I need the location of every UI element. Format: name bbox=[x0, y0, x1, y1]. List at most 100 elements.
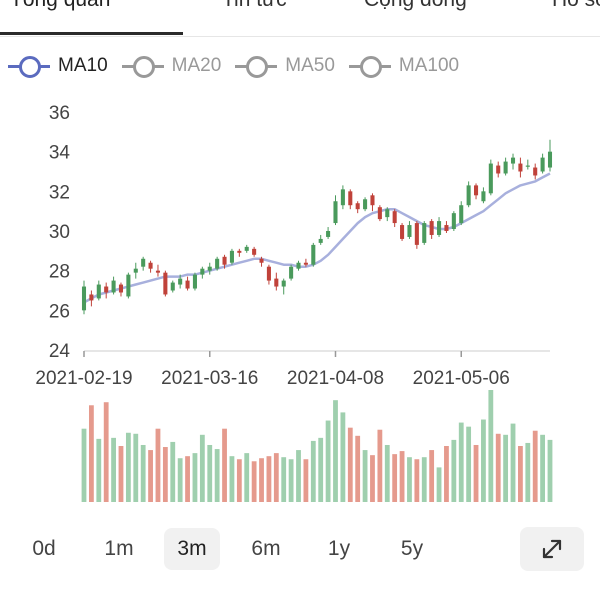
candle-body bbox=[340, 189, 345, 206]
range-3m-button[interactable]: 3m bbox=[164, 528, 220, 570]
volume-bar bbox=[229, 456, 235, 502]
volume-bar bbox=[140, 444, 146, 502]
candle-body bbox=[503, 161, 508, 174]
volume-bar bbox=[399, 451, 405, 502]
candle-body bbox=[459, 205, 464, 224]
range-0d-button[interactable]: 0d bbox=[32, 537, 56, 560]
volume-bar bbox=[236, 459, 242, 502]
expand-chart-button[interactable] bbox=[520, 527, 584, 571]
x-tick-label: 2021-05-06 bbox=[413, 368, 510, 389]
candle-body bbox=[518, 163, 523, 172]
range-1m-button[interactable]: 1m bbox=[104, 537, 134, 560]
volume-bar bbox=[318, 437, 324, 502]
volume-bar bbox=[355, 435, 361, 502]
candle-body bbox=[533, 167, 538, 176]
y-tick-label: 28 bbox=[49, 262, 70, 283]
volume-bar bbox=[118, 446, 124, 502]
candle-body bbox=[118, 284, 124, 293]
range-5y-button[interactable]: 5y bbox=[400, 537, 424, 560]
volume-bar bbox=[503, 434, 509, 502]
candle-body bbox=[496, 165, 501, 174]
candle-body bbox=[281, 280, 286, 287]
candle-body bbox=[133, 268, 138, 273]
candle-body bbox=[237, 250, 242, 253]
ma-legend: MA10 MA20 MA50 MA100 bbox=[8, 52, 473, 80]
candle-body bbox=[192, 274, 197, 289]
volume-bar bbox=[518, 446, 523, 502]
tab-profile[interactable]: Hồ sơ bbox=[552, 0, 600, 12]
candle-body bbox=[148, 262, 153, 269]
legend-ma20-label: MA20 bbox=[171, 55, 222, 76]
price-volume-chart[interactable]: 24 26 28 30 32 34 36 2021-02-19 2021-03-16 2021-0… bbox=[0, 92, 600, 512]
candle-body bbox=[141, 258, 146, 267]
candle-body bbox=[355, 203, 360, 210]
candle-body bbox=[81, 286, 87, 311]
volume-bar bbox=[362, 450, 368, 502]
range-1y-button[interactable]: 1y bbox=[327, 537, 351, 560]
time-range-selector: 0d 1m 3m 6m 1y 5y bbox=[0, 528, 600, 572]
candle-body bbox=[444, 225, 449, 231]
legend-ma100-label: MA100 bbox=[398, 55, 460, 76]
candle-body bbox=[407, 225, 412, 237]
volume-bar bbox=[155, 428, 161, 502]
candle-body bbox=[422, 223, 427, 243]
volume-bar bbox=[288, 459, 294, 502]
volume-bar bbox=[340, 412, 346, 502]
candle-body bbox=[215, 258, 220, 269]
volume-bar bbox=[540, 434, 546, 502]
candle-body bbox=[437, 221, 442, 235]
candle-body bbox=[385, 209, 390, 218]
volume-bar bbox=[421, 457, 427, 502]
tab-news[interactable]: Tin tức bbox=[222, 0, 287, 12]
candle-body bbox=[333, 201, 338, 224]
volume-bar bbox=[214, 449, 220, 502]
legend-ma20[interactable]: MA20 bbox=[121, 54, 222, 78]
candle-body bbox=[400, 225, 405, 239]
volume-bar bbox=[510, 423, 516, 502]
volume-bar bbox=[207, 444, 213, 502]
volume-bar bbox=[370, 455, 375, 502]
candle-body bbox=[392, 211, 397, 224]
candle-body bbox=[363, 199, 368, 210]
legend-ma100[interactable]: MA100 bbox=[348, 54, 460, 78]
volume-plot bbox=[81, 390, 553, 502]
candle-body bbox=[96, 284, 101, 299]
candle-body bbox=[222, 256, 227, 265]
legend-ma10-marker-icon bbox=[8, 54, 50, 78]
candle-body bbox=[200, 268, 205, 275]
volume-bar bbox=[111, 437, 116, 502]
candle-body bbox=[229, 250, 234, 263]
volume-bar bbox=[192, 453, 198, 502]
y-tick-label: 24 bbox=[49, 341, 71, 362]
candle-body bbox=[170, 282, 175, 291]
volume-bar bbox=[414, 459, 420, 502]
expand-arrows-icon bbox=[542, 539, 562, 559]
volume-bar bbox=[281, 457, 287, 502]
candle-body bbox=[414, 223, 419, 245]
volume-bar bbox=[377, 429, 383, 502]
candle-body bbox=[525, 165, 530, 167]
volume-bar bbox=[347, 427, 353, 502]
volume-bar bbox=[481, 419, 486, 502]
range-6m-button[interactable]: 6m bbox=[251, 537, 281, 560]
volume-bar bbox=[532, 430, 538, 502]
legend-ma10[interactable]: MA10 bbox=[8, 54, 108, 78]
x-tick-label: 2021-04-08 bbox=[287, 368, 384, 389]
volume-bar bbox=[466, 426, 472, 502]
tab-overview[interactable]: Tổng quan bbox=[10, 0, 110, 12]
active-tab-indicator bbox=[0, 32, 183, 35]
y-tick-label: 36 bbox=[49, 103, 70, 124]
volume-bar bbox=[407, 457, 412, 502]
legend-ma50[interactable]: MA50 bbox=[235, 54, 335, 78]
y-tick-label: 32 bbox=[49, 182, 70, 203]
candle-body bbox=[274, 278, 279, 287]
candle-body bbox=[377, 207, 382, 220]
legend-ma20-marker-icon bbox=[121, 54, 164, 78]
volume-bar bbox=[259, 458, 264, 502]
x-tick-label: 2021-03-16 bbox=[161, 368, 258, 389]
y-tick-label: 34 bbox=[49, 143, 71, 164]
tab-community[interactable]: Cộng đồng bbox=[364, 0, 467, 12]
candle-body bbox=[326, 231, 331, 237]
volume-bar bbox=[133, 433, 139, 502]
candle-body bbox=[163, 272, 168, 295]
